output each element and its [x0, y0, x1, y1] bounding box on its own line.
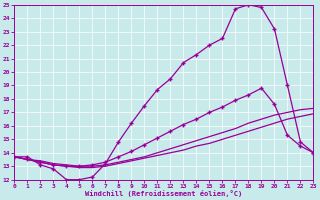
X-axis label: Windchill (Refroidissement éolien,°C): Windchill (Refroidissement éolien,°C) — [85, 190, 243, 197]
